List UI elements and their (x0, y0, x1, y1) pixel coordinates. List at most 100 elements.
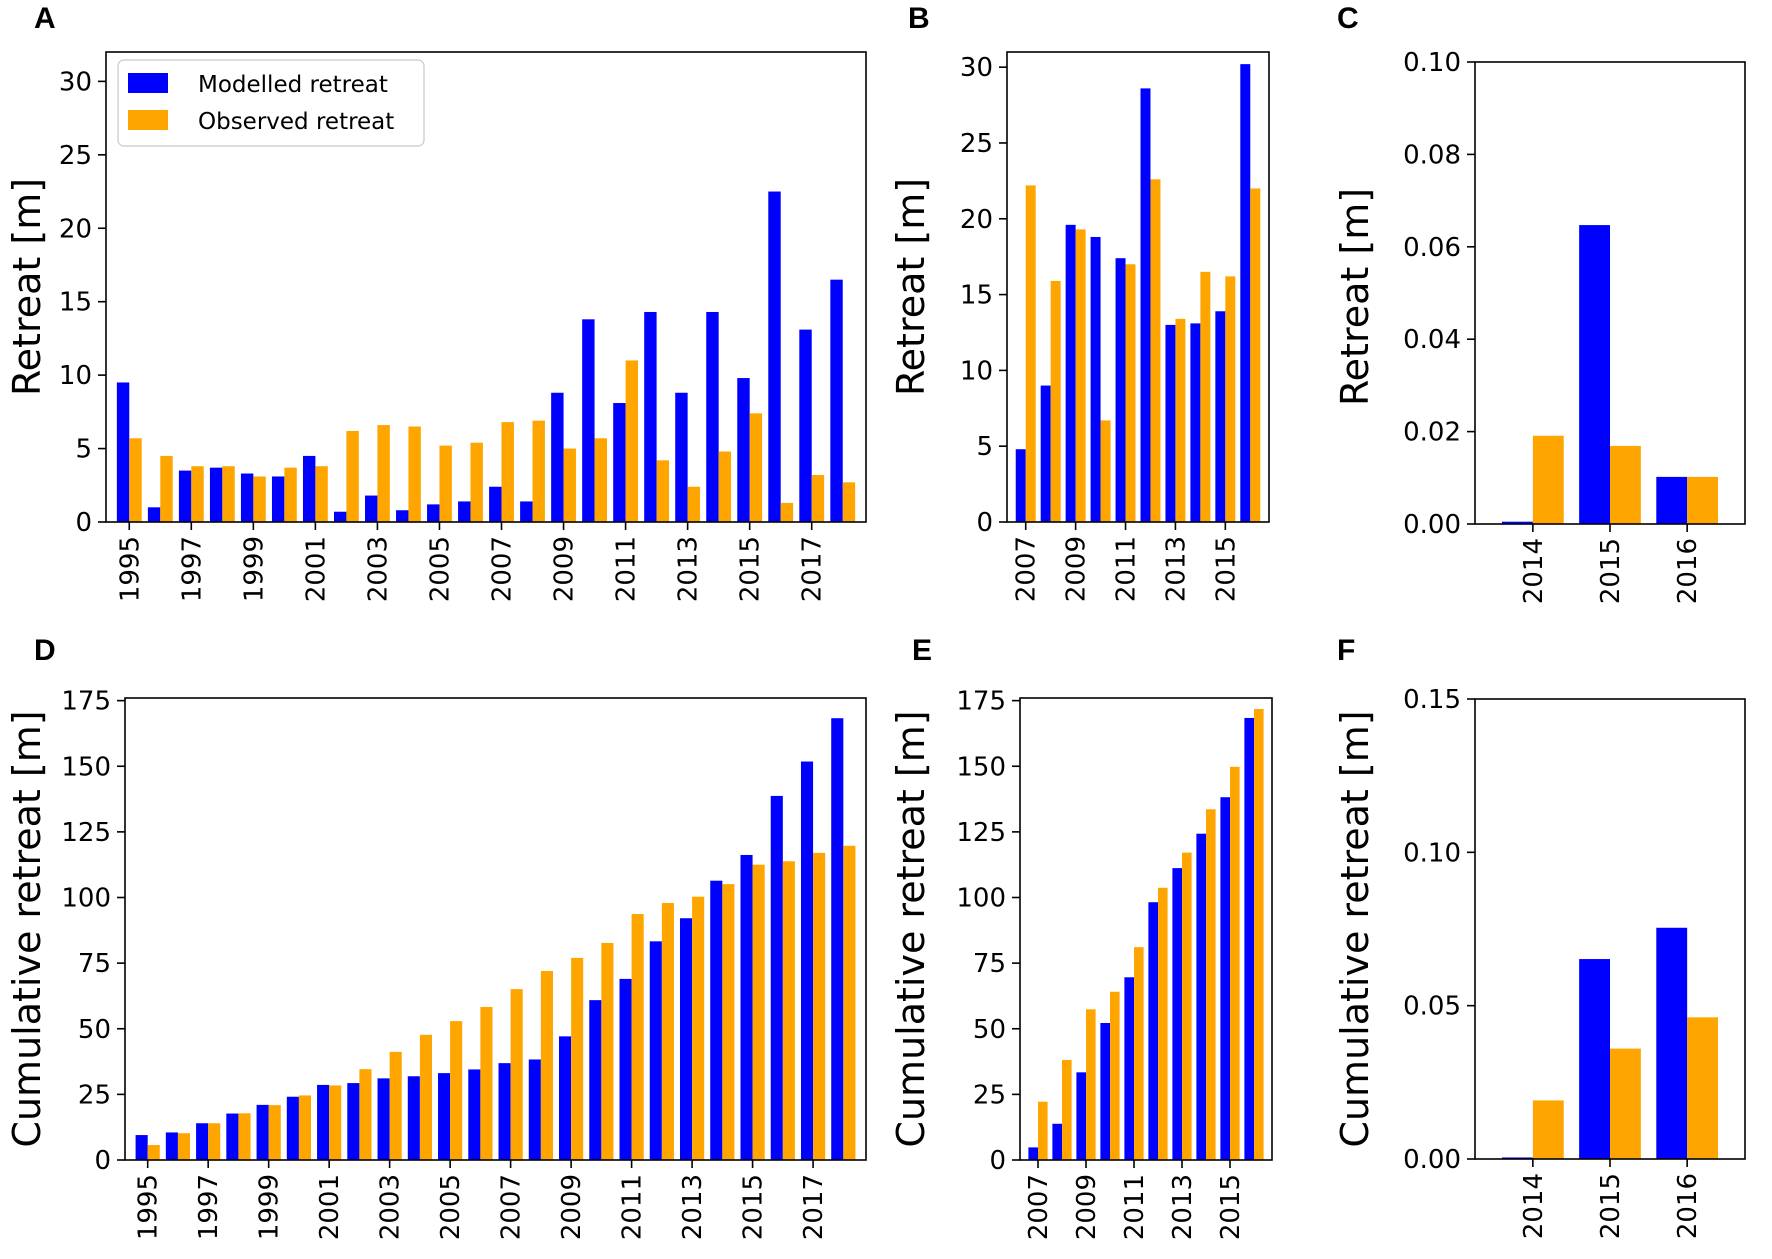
panel-a-bar-observed-2003 (377, 425, 390, 522)
panel-e-bar-modelled-2013 (1172, 868, 1182, 1160)
panel-e-bar-modelled-2015 (1220, 797, 1230, 1160)
panel-a-letter: A (34, 2, 56, 35)
panel-d-bar-modelled-2009 (559, 1036, 572, 1160)
panel-d-bar-modelled-2008 (528, 1059, 541, 1160)
panel-d-bar-observed-2009 (571, 957, 584, 1161)
panel-a-bar-observed-1996 (160, 455, 173, 522)
panel-d-y-label: Cumulative retreat [m] (5, 710, 49, 1147)
panel-b-bar-observed-2015 (1225, 276, 1236, 522)
panel-f-y-tick-label: 0.00 (1403, 1145, 1461, 1175)
panel-d-bars (135, 718, 856, 1161)
panel-b-bar-modelled-2014 (1190, 323, 1201, 522)
panel-a-x-tick-label: 2005 (425, 536, 455, 602)
panel-b-bar-modelled-2016 (1240, 64, 1251, 522)
panel-d-bar-modelled-2004 (407, 1076, 420, 1160)
panel-a-bar-modelled-2008 (520, 501, 533, 522)
panel-a-y-label: Retreat [m] (5, 178, 49, 396)
panel-b-y-tick-label: 5 (976, 432, 993, 462)
panel-a-bar-modelled-1999 (240, 473, 254, 522)
panel-e-y-label: Cumulative retreat [m] (889, 710, 933, 1147)
panel-d-bar-modelled-2013 (679, 918, 693, 1160)
panel-e-bar-modelled-2009 (1076, 1072, 1086, 1160)
panel-f: F 0.00 0.05 0.10 0.15 2014 2015 2016 Cumulati… (1333, 634, 1746, 1239)
panel-a-bar-observed-2018 (842, 482, 856, 522)
panel-a-bar-modelled-2009 (551, 392, 564, 522)
panel-f-bar-modelled-2015 (1579, 959, 1610, 1159)
panel-a-bar-observed-2012 (656, 460, 670, 522)
legend-observed-swatch (128, 110, 168, 130)
panel-e-bar-modelled-2007 (1028, 1147, 1038, 1160)
panel-a-y-tick-label: 30 (59, 67, 92, 97)
panel-c-x-tick-label: 2016 (1673, 538, 1703, 604)
panel-a-x-tick-label: 2013 (674, 536, 704, 602)
panel-e-x-tick-label: 2009 (1072, 1174, 1102, 1240)
panel-a-x-tick-label: 2017 (798, 536, 828, 602)
panel-e-bar-modelled-2012 (1148, 902, 1158, 1160)
panel-b-bar-observed-2008 (1050, 280, 1061, 522)
panel-d-bar-observed-1996 (177, 1133, 191, 1160)
panel-d-bar-modelled-1995 (135, 1135, 148, 1160)
panel-d-x-tick-label: 2013 (678, 1174, 708, 1240)
panel-d-bar-modelled-2003 (377, 1078, 390, 1160)
panel-c-bar-modelled-2014 (1502, 521, 1533, 524)
panel-a-bar-observed-2001 (315, 466, 328, 522)
panel-a-bar-observed-2004 (408, 426, 421, 522)
panel-a-x-tick-label: 2003 (363, 536, 393, 602)
panel-b-bar-modelled-2008 (1040, 385, 1051, 522)
panel-f-x-tick-label: 2016 (1673, 1173, 1703, 1239)
panel-e-bar-observed-2011 (1134, 947, 1144, 1160)
panel-d-bar-observed-2001 (329, 1085, 342, 1160)
panel-e-bar-modelled-2016 (1244, 717, 1254, 1160)
panel-e-bar-observed-2010 (1110, 991, 1120, 1160)
panel-e-bar-observed-2008 (1062, 1059, 1072, 1160)
panel-f-y-tick-label: 0.10 (1403, 838, 1461, 868)
panel-d-bar-modelled-1998 (226, 1113, 239, 1160)
panel-d-x-tick-label: 2009 (557, 1174, 587, 1240)
panel-d-bar-modelled-2010 (589, 1000, 602, 1160)
panel-e-y-tick-label: 75 (973, 949, 1006, 979)
panel-d-bar-modelled-2007 (498, 1063, 511, 1160)
panel-a-y-tick-label: 20 (59, 214, 92, 244)
panel-b-y-tick-label: 20 (960, 205, 993, 235)
legend: Modelled retreat Observed retreat (117, 59, 425, 147)
panel-a-bar-modelled-2003 (365, 495, 378, 522)
panel-e-y-tick-label: 25 (973, 1080, 1006, 1110)
panel-b-bar-observed-2007 (1025, 185, 1036, 523)
panel-b-bar-modelled-2012 (1140, 88, 1151, 522)
panel-a-x-axis: 1995 1997 1999 2001 2003 2005 2007 2009 2011 2013… (115, 522, 828, 602)
panel-a-bar-modelled-2004 (396, 510, 409, 522)
panel-a-bar-modelled-2000 (271, 476, 285, 522)
panel-a-bar-modelled-2013 (675, 392, 688, 522)
panel-d-y-tick-label: 50 (78, 1015, 111, 1045)
panel-b-frame (1006, 51, 1270, 523)
panel-a-bar-observed-2008 (532, 420, 545, 522)
panel-a-bar-modelled-2018 (830, 279, 843, 522)
panel-d-bar-modelled-2000 (286, 1096, 299, 1160)
legend-modelled-label: Modelled retreat (198, 72, 388, 98)
panel-b: B 0 5 10 15 20 25 30 2007 2009 2011 2013 2015 Retr… (889, 2, 1270, 602)
panel-d-bar-modelled-1997 (196, 1123, 209, 1160)
panel-c-letter: C (1337, 2, 1359, 35)
panel-a-frame (105, 51, 867, 523)
panel-d-bar-modelled-2017 (800, 761, 814, 1160)
panel-e-y-axis: 0 25 50 75 100 125 150 175 (956, 687, 1020, 1176)
panel-b-y-tick-label: 30 (960, 53, 993, 83)
panel-e-x-tick-label: 2013 (1168, 1174, 1198, 1240)
panel-b-y-tick-label: 10 (960, 356, 993, 386)
panel-b-bar-observed-2011 (1125, 264, 1136, 522)
panel-e-y-tick-label: 175 (956, 687, 1006, 717)
panel-f-y-tick-label: 0.15 (1403, 685, 1461, 715)
panel-a-bar-observed-2011 (625, 360, 638, 522)
panel-a-y-axis: 0 5 10 15 20 25 30 (59, 67, 106, 538)
panel-a-bar-observed-1998 (222, 466, 235, 522)
panel-d-bar-observed-2003 (389, 1051, 402, 1160)
panel-b-y-tick-label: 15 (960, 281, 993, 311)
panel-d-bar-observed-2014 (722, 884, 735, 1160)
panel-b-x-tick-label: 2011 (1112, 536, 1142, 602)
panel-a-bar-modelled-2017 (799, 329, 812, 522)
panel-a-x-tick-label: 1999 (239, 536, 269, 602)
panel-c-y-tick-label: 0.08 (1403, 140, 1461, 170)
panel-b-x-axis: 2007 2009 2011 2013 2015 (1012, 522, 1241, 602)
panel-d-bar-observed-1995 (147, 1145, 160, 1160)
panel-b-bar-observed-2010 (1100, 420, 1111, 522)
